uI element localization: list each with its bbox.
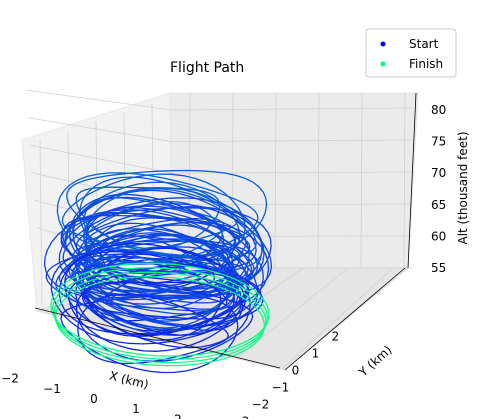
z-grid-line bbox=[171, 107, 413, 111]
y-tick-label: −1 bbox=[272, 381, 290, 395]
flight-path-finish-loop bbox=[53, 271, 267, 364]
z-tick-label: 55 bbox=[431, 261, 446, 275]
y-tick-label: 2 bbox=[332, 330, 340, 344]
legend: Start Finish bbox=[365, 28, 457, 78]
z-tick-label: 70 bbox=[431, 166, 446, 180]
flight-path-segment bbox=[56, 172, 259, 264]
y-tick-label: 0 bbox=[292, 364, 300, 378]
flight-path-segment bbox=[62, 214, 237, 291]
legend-finish-label: Finish bbox=[409, 57, 443, 71]
legend-start-label: Start bbox=[409, 37, 439, 51]
flight-path-segment bbox=[83, 212, 247, 287]
flight-path-segment bbox=[72, 240, 231, 310]
legend-box bbox=[365, 28, 457, 78]
x-tick-label: 2 bbox=[174, 412, 182, 419]
y-tick-label: −3 bbox=[232, 415, 250, 419]
x-grid-line bbox=[403, 92, 406, 269]
floor-grid-line bbox=[282, 267, 394, 369]
legend-start-marker bbox=[380, 41, 386, 47]
y-tick-label: 1 bbox=[312, 347, 320, 361]
z-axis-line bbox=[407, 92, 417, 269]
z-tick-label: 65 bbox=[431, 198, 446, 212]
flight-path-segment bbox=[83, 188, 257, 264]
flight-path-segment bbox=[85, 217, 255, 293]
z-grid-line bbox=[24, 89, 173, 111]
flight-path-segment bbox=[85, 207, 251, 284]
x-tick-label: 1 bbox=[132, 402, 140, 416]
flight-path-segment bbox=[58, 233, 238, 315]
flight-path-series bbox=[43, 169, 273, 374]
z-grid-line bbox=[171, 139, 413, 142]
z-tick-label: 80 bbox=[431, 103, 446, 117]
chart-title: Flight Path bbox=[170, 60, 244, 76]
x-axis-label: X (km) bbox=[108, 368, 150, 391]
flight-path-segment bbox=[93, 256, 240, 322]
x-tick-label: 0 bbox=[90, 392, 98, 406]
flight-path-finish-loop bbox=[51, 267, 269, 360]
flight-path-segment bbox=[75, 281, 254, 362]
flight-path-finish-loop bbox=[50, 262, 270, 357]
x-tick-label: −1 bbox=[43, 382, 61, 396]
x-grid-line bbox=[274, 92, 277, 269]
flight-path-segment bbox=[85, 281, 222, 341]
flight-path-segment bbox=[58, 243, 264, 335]
y-axis-label: Y (km) bbox=[355, 343, 394, 380]
z-axis-label: Alt (thousand feet) bbox=[456, 131, 470, 244]
flight-path-segment bbox=[77, 293, 229, 365]
z-grid-line bbox=[171, 171, 413, 174]
flight-path-segment bbox=[81, 232, 230, 297]
x-axis-line bbox=[34, 307, 281, 369]
z-tick-label: 75 bbox=[431, 135, 446, 149]
flight-path-segment bbox=[66, 169, 268, 258]
flight-path-segment bbox=[62, 202, 273, 296]
x-grid-line bbox=[360, 92, 363, 269]
z-tick-label: 60 bbox=[431, 229, 446, 243]
x-tick-label: −2 bbox=[1, 372, 19, 386]
y-axis-line bbox=[284, 267, 406, 371]
legend-finish-marker bbox=[380, 61, 386, 67]
z-grid-line bbox=[29, 144, 173, 174]
z-grid-line bbox=[27, 117, 173, 142]
x-grid-line bbox=[317, 92, 320, 269]
flight-path-segment bbox=[65, 189, 257, 273]
y-grid-line bbox=[39, 139, 43, 306]
flight-path-segment bbox=[61, 173, 246, 257]
y-tick-label: −2 bbox=[252, 398, 270, 412]
x-grid-line bbox=[231, 92, 234, 269]
flight-path-finish-loop bbox=[54, 276, 266, 367]
